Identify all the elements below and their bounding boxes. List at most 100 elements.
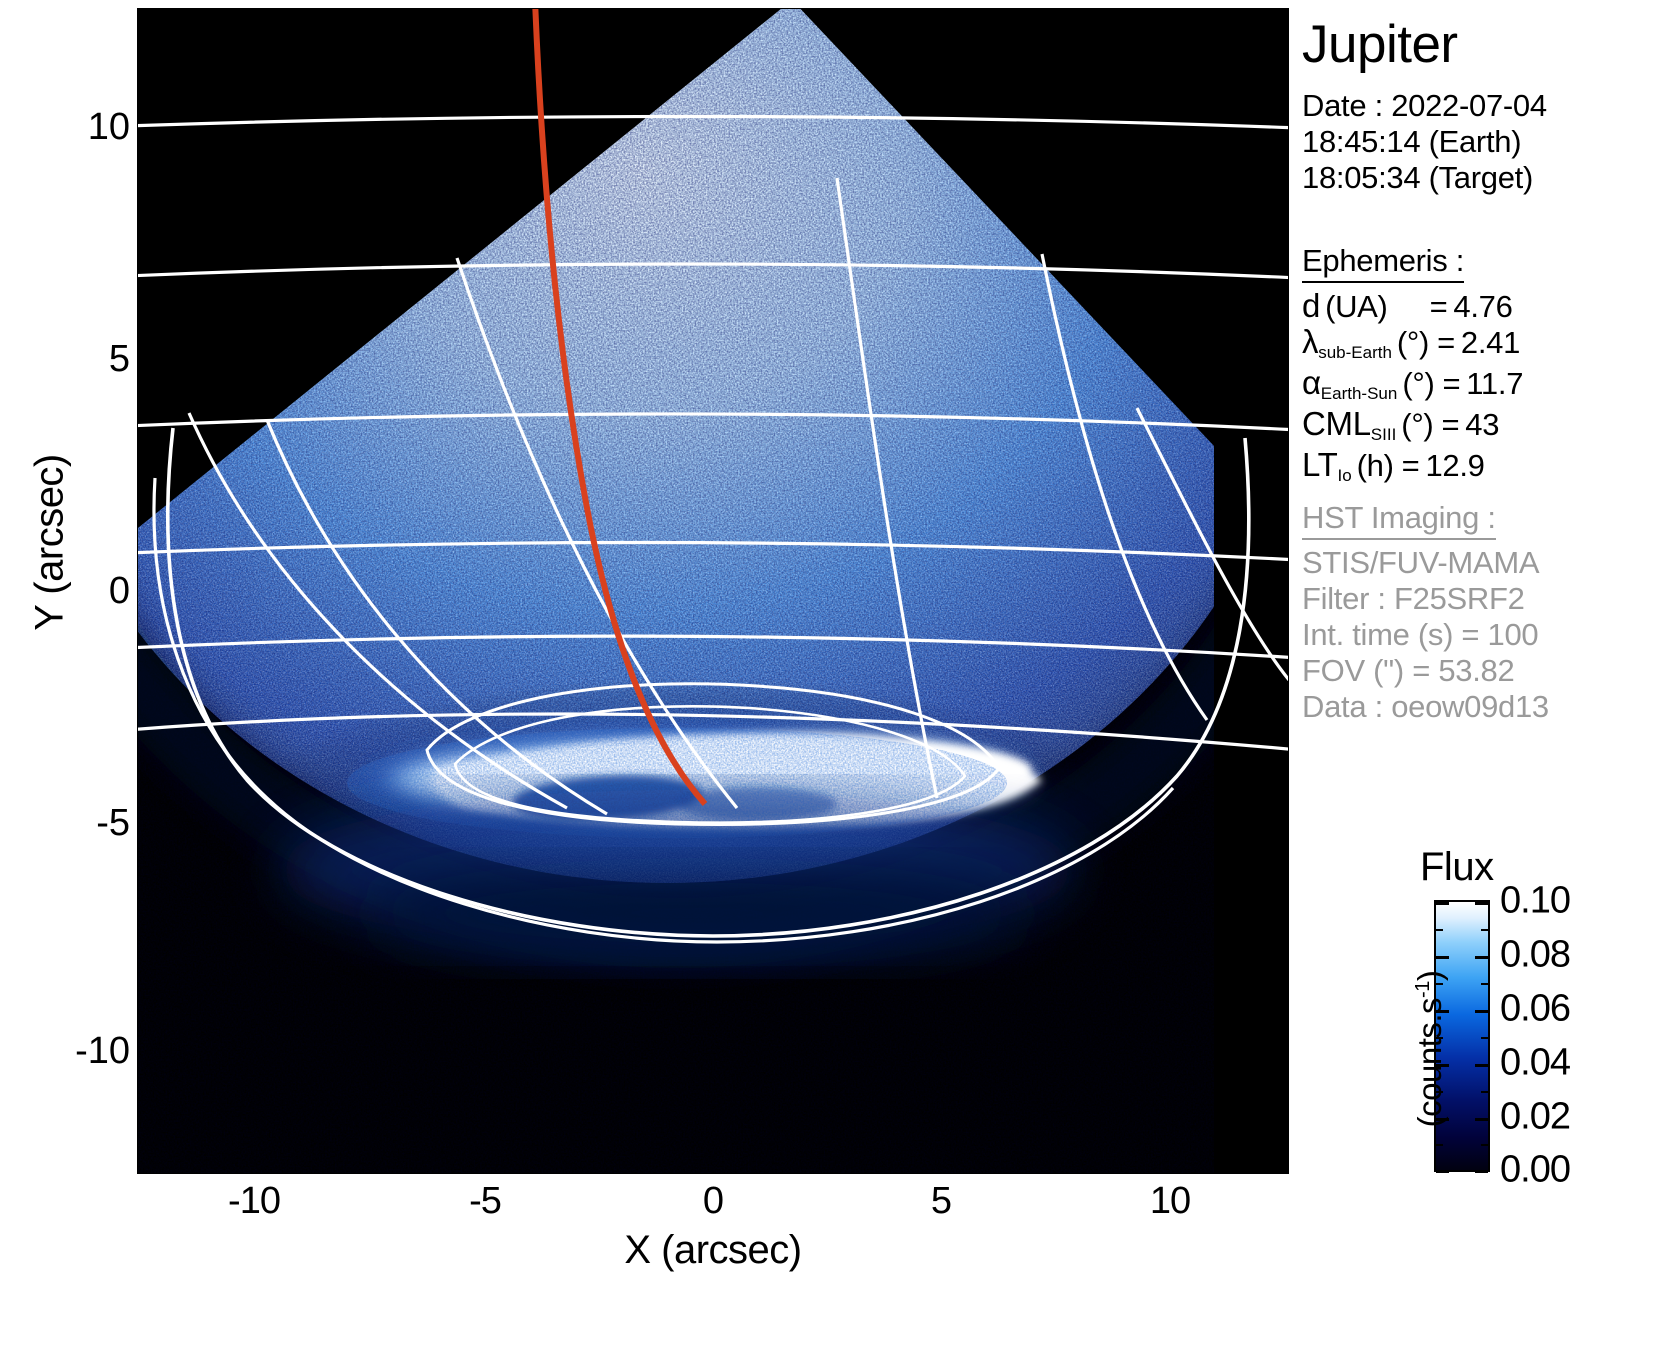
- ytick-label-0: 0: [108, 570, 130, 612]
- colorbar-unit-label: (counts.s-1): [1411, 929, 1449, 1169]
- colorbar-minor-tick: [1481, 929, 1488, 931]
- colorbar-label-004: 0.04: [1500, 1041, 1571, 1084]
- colorbar: [1434, 900, 1490, 1173]
- instrument-integration-time: Int. time (s) = 100: [1302, 617, 1539, 652]
- ephemeris-heading: Ephemeris :: [1302, 243, 1464, 283]
- colorbar-minor-tick: [1436, 1144, 1443, 1146]
- ephemeris-unit: (°): [1402, 366, 1435, 401]
- ephemeris-subscript: SIII: [1370, 425, 1397, 444]
- colorbar-tick: [1475, 1118, 1488, 1121]
- colorbar-tick: [1436, 956, 1449, 959]
- instrument-fov: FOV (") = 53.82: [1302, 653, 1515, 688]
- ephemeris-unit: (UA): [1325, 289, 1388, 324]
- y-axis-title: Y (arcsec): [27, 454, 72, 631]
- colorbar-minor-tick: [1436, 929, 1443, 931]
- ephemeris-value: 4.76: [1453, 289, 1513, 324]
- colorbar-tick: [1436, 1170, 1449, 1173]
- ytick-label-10: 10: [87, 106, 130, 148]
- ephemeris-symbol: λ: [1302, 323, 1319, 360]
- colorbar-label-008: 0.08: [1500, 933, 1571, 976]
- colorbar-minor-tick: [1436, 983, 1443, 985]
- instrument-detector: STIS/FUV-MAMA: [1302, 545, 1540, 580]
- meridian-3: [455, 257, 739, 810]
- planet-limb: [166, 427, 1251, 938]
- ephemeris-block: Ephemeris : d (UA) = 4.76 λ sub-Earth (°…: [1302, 243, 1523, 488]
- ephemeris-symbol: α: [1302, 364, 1321, 401]
- ephemeris-unit: (°): [1396, 325, 1430, 360]
- ephemeris-row-cml: CML SIII (°) = 43: [1302, 406, 1523, 447]
- instrument-dataset-id: Data : oeow09d13: [1302, 689, 1549, 724]
- ephemeris-subscript: Io: [1337, 466, 1352, 485]
- parallel-lat-4: [137, 540, 1289, 562]
- x-axis-title: X (arcsec): [624, 1228, 802, 1272]
- ephemeris-value: 11.7: [1466, 366, 1524, 401]
- auroral-oval-contour-outer: [425, 682, 1001, 826]
- ytick-label-5: 5: [108, 338, 130, 380]
- colorbar-tick: [1436, 1010, 1449, 1013]
- observation-time-earth: 18:45:14 (Earth): [1302, 124, 1522, 159]
- instrument-block: HST Imaging : STIS/FUV-MAMA Filter : F25…: [1302, 500, 1549, 725]
- meridian-2: [265, 419, 608, 816]
- io-footprint-track: [532, 8, 708, 806]
- colorbar-minor-tick: [1481, 1091, 1488, 1093]
- ephemeris-row-distance: d (UA) = 4.76: [1302, 288, 1523, 324]
- auroral-oval-contour-inner: [453, 705, 967, 824]
- colorbar-tick: [1475, 1010, 1488, 1013]
- ephemeris-equals: =: [1401, 448, 1420, 483]
- ephemeris-value: 2.41: [1460, 325, 1521, 360]
- observation-datetime-block: Date : 2022-07-04 18:45:14 (Earth) 18:05…: [1302, 88, 1547, 196]
- colorbar-unit-text: (counts.s: [1411, 997, 1448, 1128]
- colorbar-minor-tick: [1436, 1091, 1443, 1093]
- colorbar-unit-close: ): [1411, 970, 1448, 982]
- ephemeris-row-phase-angle: α Earth-Sun (°) = 11.7: [1302, 365, 1523, 406]
- ephemeris-symbol: LT: [1302, 446, 1338, 483]
- ephemeris-subscript: sub-Earth: [1318, 343, 1392, 362]
- xtick-label-5: 5: [930, 1180, 952, 1222]
- ephemeris-equals: =: [1442, 366, 1461, 401]
- jupiter-fuv-image: [137, 8, 1289, 1174]
- colorbar-tick: [1436, 902, 1449, 905]
- colorbar-minor-tick: [1481, 983, 1488, 985]
- parallel-lat-6: [137, 712, 1289, 751]
- planetographic-grid: [137, 114, 1289, 944]
- ephemeris-unit: (°): [1401, 407, 1434, 442]
- ytick-label-neg10: -10: [75, 1030, 130, 1072]
- xtick-label-neg10: -10: [228, 1180, 281, 1222]
- ephemeris-value: 12.9: [1425, 448, 1485, 483]
- sky-image-panel: [137, 8, 1289, 1174]
- ephemeris-value: 43: [1465, 407, 1500, 442]
- meridian-1: [187, 412, 568, 810]
- info-panel: Jupiter Date : 2022-07-04 18:45:14 (Eart…: [1300, 0, 1677, 1367]
- ephemeris-unit: (h): [1356, 448, 1394, 483]
- colorbar-minor-tick: [1481, 1144, 1488, 1146]
- meridian-5: [1040, 253, 1209, 721]
- observation-date: Date : 2022-07-04: [1302, 88, 1547, 123]
- xtick-label-0: 0: [702, 1180, 724, 1222]
- parallel-lat-5: [137, 634, 1289, 659]
- page-title: Jupiter: [1302, 15, 1458, 74]
- terminator-arc: [152, 477, 1175, 944]
- colorbar-label-006: 0.06: [1500, 987, 1571, 1030]
- ytick-label-neg5: -5: [96, 802, 130, 844]
- ephemeris-row-sub-earth-latitude: λ sub-Earth (°) = 2.41: [1302, 324, 1523, 365]
- instrument-filter: Filter : F25SRF2: [1302, 581, 1525, 616]
- colorbar-minor-tick: [1436, 1037, 1443, 1039]
- parallel-lat-1: [137, 114, 1289, 130]
- parallel-lat-2: [137, 262, 1289, 280]
- colorbar-label-002: 0.02: [1500, 1095, 1571, 1138]
- colorbar-tick: [1475, 1170, 1488, 1173]
- ephemeris-symbol: CML: [1302, 405, 1371, 442]
- ephemeris-subscript: Earth-Sun: [1320, 384, 1398, 403]
- colorbar-label-010: 0.10: [1500, 879, 1571, 922]
- colorbar-title: Flux: [1420, 845, 1494, 889]
- colorbar-label-000: 0.00: [1500, 1148, 1571, 1191]
- instrument-heading: HST Imaging :: [1302, 500, 1496, 540]
- colorbar-unit-exponent: -1: [1412, 981, 1434, 998]
- observation-time-target: 18:05:34 (Target): [1302, 160, 1533, 195]
- meridian-6: [1135, 407, 1289, 682]
- ephemeris-equals: =: [1437, 325, 1455, 360]
- colorbar-tick: [1475, 956, 1488, 959]
- ephemeris-equals: =: [1441, 407, 1460, 442]
- parallel-lat-3: [137, 412, 1289, 432]
